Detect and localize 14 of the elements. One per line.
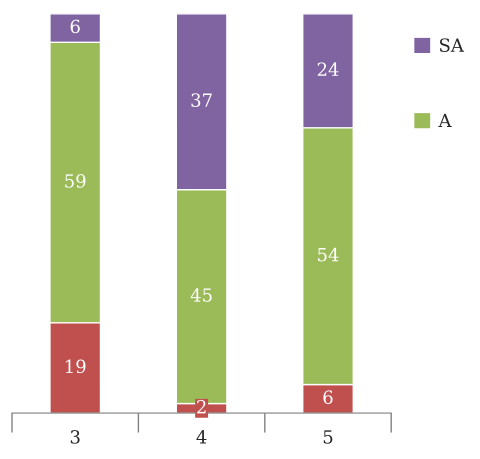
data-label: 2 — [197, 400, 206, 414]
legend-label: A — [438, 114, 452, 127]
data-label: 24 — [318, 62, 339, 76]
legend-label: SA — [440, 38, 464, 52]
data-label: 37 — [191, 93, 212, 107]
data-label: 45 — [190, 288, 212, 302]
x-tick-label: 5 — [324, 430, 332, 444]
x-tick-label: 3 — [70, 430, 80, 444]
x-tick-label: 4 — [196, 430, 206, 444]
data-label: 19 — [66, 360, 86, 374]
data-label: 59 — [65, 174, 86, 188]
data-label: 54 — [318, 248, 339, 262]
data-label: 6 — [323, 390, 333, 404]
data-label: 6 — [70, 20, 80, 34]
